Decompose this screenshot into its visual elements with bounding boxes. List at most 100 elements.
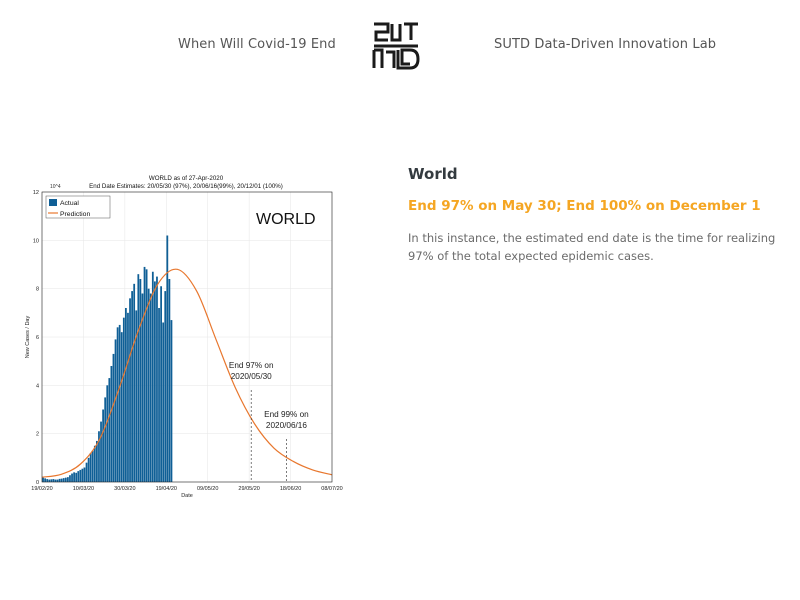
actual-bar [85,462,88,482]
actual-bar [42,477,44,482]
actual-bar [158,308,160,482]
actual-bar [60,478,63,482]
actual-bar [133,283,136,482]
actual-bar [75,472,78,482]
actual-bar [54,479,57,482]
x-tick-label: 19/02/20 [31,486,52,492]
actual-bar [62,478,65,482]
actual-bar [170,320,173,482]
actual-bar [46,479,49,482]
actual-bar [110,366,113,482]
actual-bar [89,453,92,482]
legend-actual-swatch [49,199,57,206]
actual-bar [154,281,156,482]
actual-bar [44,478,46,482]
actual-bar [58,478,61,482]
actual-bar [145,269,148,482]
y-tick-label: 8 [36,287,39,293]
actual-bar [129,298,131,482]
actual-bar [77,471,80,482]
sutd-logo-icon[interactable] [372,22,420,70]
actual-bar [139,279,142,482]
actual-bar [112,353,115,482]
actual-bar [141,293,144,482]
y-tick-label: 6 [36,335,39,341]
actual-bar [98,431,100,482]
actual-bar [149,293,152,482]
actual-bar [91,450,94,482]
covid-chart: WORLD as of 27-Apr-2020 End Date Estimat… [20,170,350,500]
actual-bar [137,274,140,482]
actual-bar [87,457,90,482]
actual-bar [71,473,73,482]
y-tick-label: 0 [36,480,39,486]
region-title: World [408,165,458,183]
actual-bar [50,479,53,482]
end-date-value: 2020/06/16 [266,421,307,430]
chart-x-label: Date [181,493,193,499]
actual-bar [52,479,55,482]
x-tick-label: 08/07/20 [321,486,342,492]
actual-bar [81,468,84,482]
end-date-value: 2020/05/30 [231,372,272,381]
chart-y-multiplier: 10^4 [50,184,61,190]
actual-bar [106,385,109,482]
end-date-label: End 97% on [229,361,274,370]
x-tick-label: 19/04/20 [156,486,177,492]
y-tick-label: 2 [36,432,39,438]
actual-bar [79,469,82,482]
actual-bar [102,409,104,482]
actual-bar [166,235,169,482]
chart-title: WORLD as of 27-Apr-2020 [149,175,224,182]
actual-bar [104,397,107,482]
actual-bar [151,271,154,482]
actual-bar [118,324,121,482]
region-end-date-summary: End 97% on May 30; End 100% on December … [408,198,761,214]
x-tick-label: 30/03/20 [114,486,135,492]
x-tick-label: 09/05/20 [197,486,218,492]
actual-bar [64,477,67,482]
actual-bar [48,479,51,482]
actual-bar [164,291,167,482]
actual-bar [135,310,138,482]
nav-link-when-will-covid-end[interactable]: When Will Covid-19 End [178,37,336,52]
actual-bar [100,421,102,482]
actual-bar [116,327,119,482]
actual-bar [108,378,111,482]
prediction-curve [41,268,333,478]
actual-bar [96,440,98,482]
actual-bar [156,276,158,482]
chart-legend: Actual Prediction [45,195,111,219]
actual-bar [56,479,59,482]
chart-subtitle: End Date Estimates: 20/05/30 (97%), 20/0… [89,183,283,190]
x-tick-label: 29/05/20 [238,486,259,492]
plot-frame [41,191,333,483]
actual-bar [114,339,117,482]
actual-bar [168,279,171,482]
covid-chart-svg: WORLD as of 27-Apr-2020 End Date Estimat… [25,175,343,499]
actual-bar [125,308,127,482]
chart-y-label: New Cases / Day [25,316,31,359]
x-tick-label: 10/03/20 [73,486,94,492]
nav-link-sutd-lab[interactable]: SUTD Data-Driven Innovation Lab [494,37,717,52]
actual-bar [162,322,165,482]
actual-bar [122,317,125,482]
actual-bar [160,286,162,482]
actual-bar [127,312,129,482]
actual-bar [83,467,86,482]
y-tick-label: 4 [36,383,39,389]
actual-bar [67,477,69,482]
x-tick-label: 18/06/20 [280,486,301,492]
region-description: In this instance, the estimated end date… [408,231,776,263]
actual-bar [93,445,96,482]
legend-prediction-label: Prediction [60,211,90,218]
y-tick-label: 12 [33,190,39,196]
actual-bar [143,266,146,482]
chart-overlay-label: WORLD [256,211,316,228]
actual-bar [131,291,133,482]
actual-bar [120,332,123,482]
end-date-label: End 99% on [264,410,309,419]
actual-bar [69,475,71,482]
legend-actual-label: Actual [60,200,79,207]
actual-bar [147,288,150,482]
